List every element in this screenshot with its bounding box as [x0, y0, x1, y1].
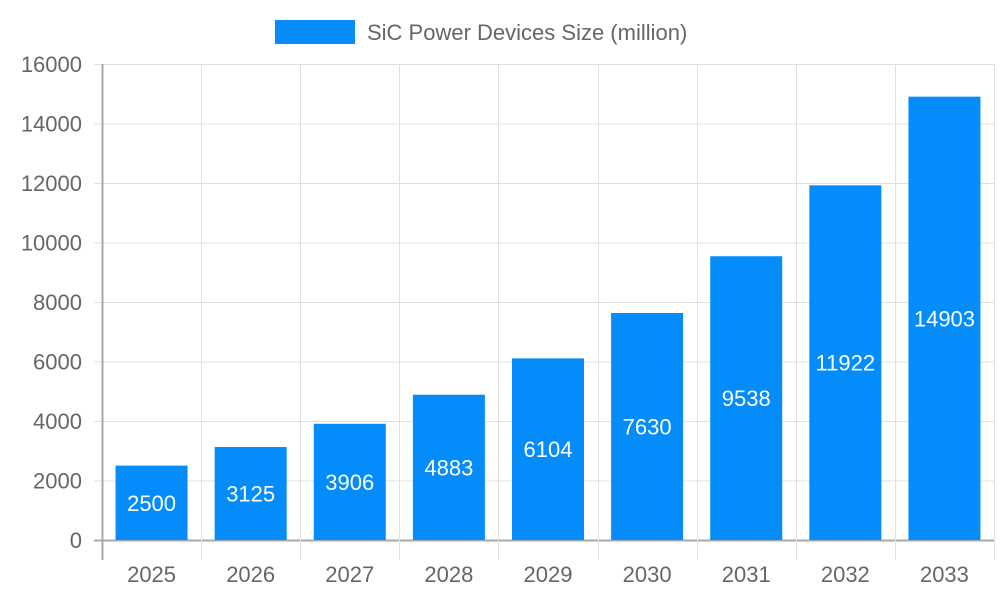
bar [313, 423, 386, 540]
y-tick-label: 0 [70, 528, 82, 553]
bar [809, 185, 882, 540]
x-tick-label: 2030 [623, 562, 672, 587]
x-tick-label: 2026 [226, 562, 275, 587]
y-tick-label: 10000 [21, 231, 82, 256]
y-tick-label: 6000 [33, 350, 82, 375]
y-tick-label: 4000 [33, 409, 82, 434]
axes: 0 2000 4000 6000 8000 10000 12000 14000 16000 202… [21, 52, 969, 587]
y-tick-label: 14000 [21, 112, 82, 137]
data-label: 6104 [524, 437, 573, 462]
bar [412, 394, 485, 540]
x-tick-label: 2025 [127, 562, 176, 587]
y-tick-label: 12000 [21, 171, 82, 196]
x-tick-label: 2033 [920, 562, 969, 587]
grid [94, 64, 995, 560]
x-tick-label: 2031 [722, 562, 771, 587]
bar [710, 256, 783, 540]
bar [611, 313, 684, 540]
data-label: 4883 [424, 455, 473, 480]
data-label: 9538 [722, 386, 771, 411]
data-label: 11922 [816, 351, 876, 376]
data-label: 3906 [325, 470, 374, 495]
x-tick-label: 2028 [424, 562, 473, 587]
y-tick-label: 2000 [33, 469, 82, 494]
data-label: 3125 [226, 482, 275, 507]
data-label: 14903 [914, 306, 975, 331]
legend-label: SiC Power Devices Size (million) [367, 20, 687, 45]
x-tick-label: 2032 [821, 562, 870, 587]
bar [512, 358, 584, 540]
bar [115, 465, 188, 540]
data-label: 2500 [127, 491, 176, 516]
x-tick-label: 2029 [524, 562, 573, 587]
data-label: 7630 [623, 415, 672, 440]
legend[interactable]: SiC Power Devices Size (million) [275, 20, 687, 45]
legend-swatch [275, 20, 355, 44]
bars: 2500 3125 3906 4883 6104 7630 9538 11922 14903 [115, 96, 981, 541]
bar [908, 96, 981, 541]
y-tick-label: 8000 [33, 290, 82, 315]
y-tick-label: 16000 [21, 52, 82, 77]
bar [214, 447, 287, 540]
x-tick-label: 2027 [325, 562, 374, 587]
